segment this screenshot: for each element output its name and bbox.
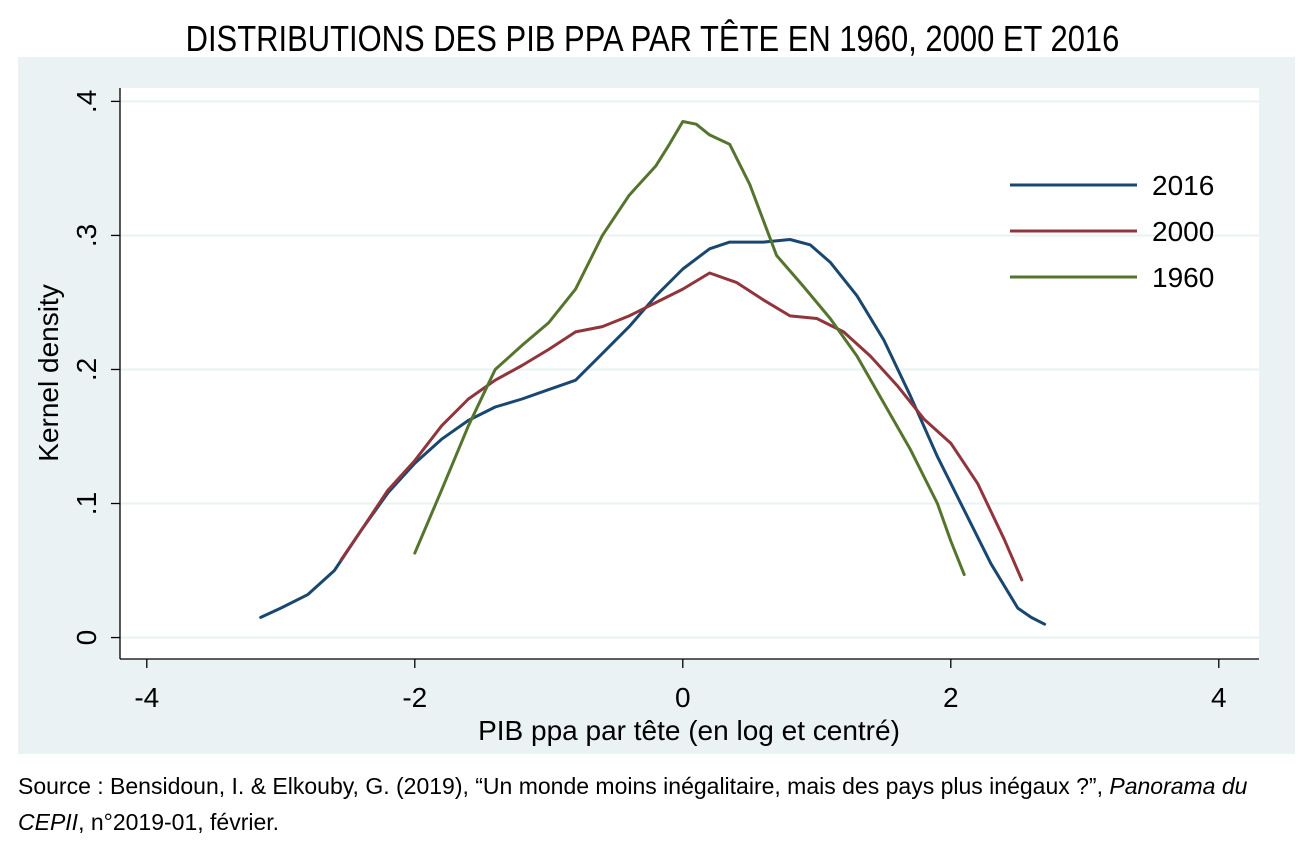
y-tick-label-0: 0 bbox=[71, 630, 102, 646]
x-tick-label-2: -2 bbox=[402, 682, 427, 713]
chart-title: DISTRIBUTIONS DES PIB PPA PAR TÊTE EN 19… bbox=[185, 18, 1120, 59]
x-tick-label-4: 4 bbox=[1211, 682, 1227, 713]
series-line-2016 bbox=[259, 238, 1047, 626]
series-lines bbox=[259, 120, 1047, 626]
legend-label-2000: 2000 bbox=[1152, 216, 1214, 247]
x-tick-label-4: -4 bbox=[134, 682, 159, 713]
axes bbox=[119, 88, 1259, 660]
x-tick-label-0: 0 bbox=[675, 682, 691, 713]
plot-area bbox=[120, 88, 1259, 659]
y-tick-label-4: .4 bbox=[71, 90, 102, 113]
gridlines bbox=[120, 100, 1259, 639]
y-tick-label-3: .3 bbox=[71, 224, 102, 247]
y-tick-label-1: .1 bbox=[71, 492, 102, 515]
series-line-2000 bbox=[339, 271, 1024, 582]
source-note: Source : Bensidoun, I. & Elkouby, G. (20… bbox=[18, 768, 1283, 840]
source-prefix: Source : Bensidoun, I. & Elkouby, G. (20… bbox=[18, 773, 1110, 799]
legend-label-2016: 2016 bbox=[1152, 170, 1214, 201]
x-tick-label-2: 2 bbox=[943, 682, 959, 713]
y-tick-label-2: .2 bbox=[71, 358, 102, 381]
source-suffix: , n°2019-01, février. bbox=[78, 809, 280, 835]
series-line-1960 bbox=[413, 120, 966, 577]
y-axis-label: Kernel density bbox=[33, 284, 64, 461]
legend: 2016 2000 1960 bbox=[1010, 170, 1214, 293]
source-journal: Panorama du CEPII bbox=[18, 773, 1248, 835]
x-axis-label: PIB ppa par tête (en log et centré) bbox=[478, 715, 900, 746]
legend-label-1960: 1960 bbox=[1152, 262, 1214, 293]
ticks: 0 .1 .2 .3 .4 -4 -2 0 2 4 bbox=[71, 90, 1227, 713]
